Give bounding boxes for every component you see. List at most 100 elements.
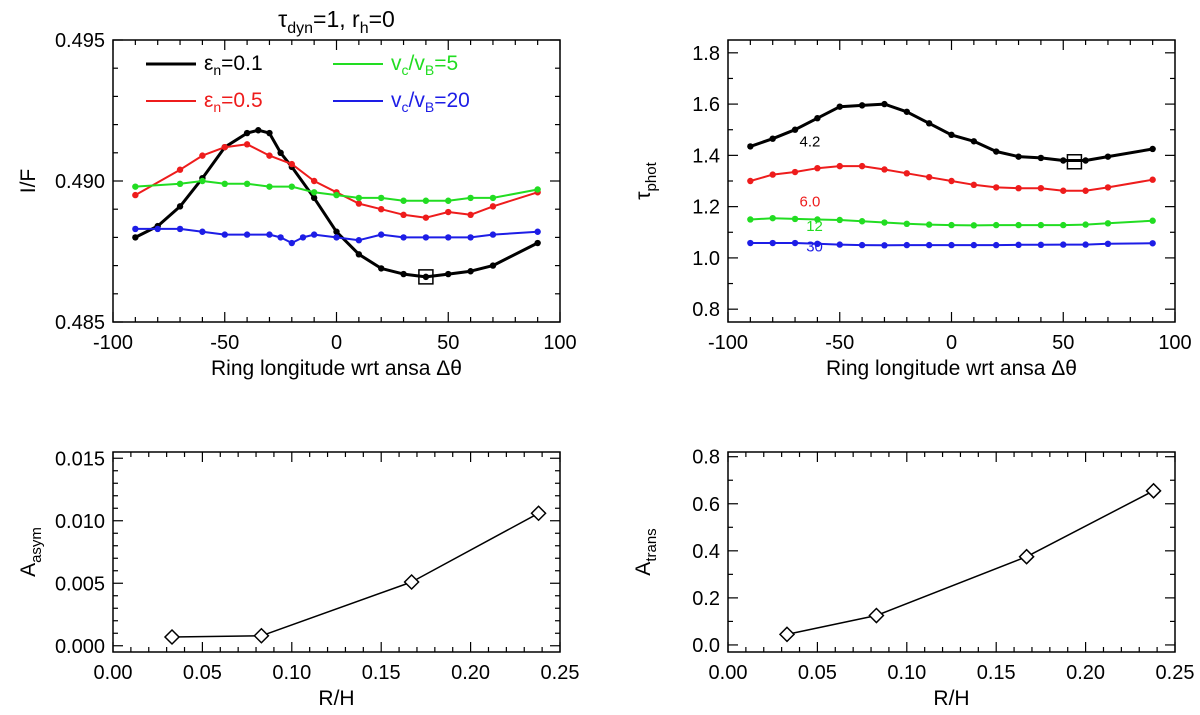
data-point	[489, 194, 497, 202]
data-point	[333, 228, 340, 235]
data-point	[400, 234, 407, 241]
data-point	[925, 120, 933, 127]
data-point	[1082, 187, 1089, 194]
legend-label: vc/vB=20	[391, 89, 470, 115]
x-tick-label: 0.10	[887, 662, 926, 684]
y-tick-label: 1.4	[692, 145, 720, 167]
y-tick-label: 0.2	[692, 588, 720, 610]
y-axis-label-main: A	[17, 563, 40, 577]
data-point	[445, 234, 452, 241]
data-point	[814, 114, 821, 122]
data-point	[1060, 157, 1067, 164]
x-tick-label: 0.20	[1066, 662, 1105, 684]
series-line	[171, 512, 539, 638]
data-point	[132, 191, 139, 199]
y-axis-label-sub: asym	[28, 527, 45, 563]
legend-label-part: B	[425, 99, 434, 115]
x-tick-label: 0.10	[272, 662, 311, 684]
data-point-diamond	[253, 627, 270, 644]
data-point	[333, 191, 340, 199]
data-point	[881, 166, 888, 173]
x-tick-label: 0.15	[362, 662, 401, 684]
series-annotation: 6.0	[800, 194, 821, 211]
x-tick-label: 50	[1052, 332, 1074, 354]
data-point	[970, 241, 978, 249]
data-point	[333, 234, 340, 241]
data-point	[489, 262, 497, 269]
data-point	[243, 231, 251, 238]
data-point	[422, 234, 430, 241]
data-point-diamond	[530, 505, 547, 522]
data-point	[288, 183, 295, 190]
data-point	[836, 241, 843, 248]
data-point	[1082, 241, 1089, 248]
x-tick-label: -100	[708, 332, 748, 354]
data-point	[993, 241, 1000, 249]
y-axis-label-main: A	[632, 562, 655, 576]
data-point	[791, 215, 799, 223]
y-tick-label: 0.4	[692, 541, 720, 563]
series-annotation: 4.2	[800, 133, 821, 150]
data-point-diamond	[778, 626, 796, 643]
data-point	[1104, 220, 1112, 227]
y-tick-label: 0.015	[55, 448, 105, 470]
x-axis-label: R/H	[318, 687, 354, 710]
data-point	[266, 183, 273, 190]
chart-title-part: dyn	[287, 20, 313, 37]
data-point	[1149, 240, 1156, 247]
data-point	[881, 100, 888, 108]
y-tick-label: 0.010	[55, 511, 105, 533]
x-axis-label: Ring longitude wrt ansa Δθ	[826, 357, 1077, 380]
x-tick-label: 0.05	[183, 662, 222, 684]
legend-label-part: c	[402, 99, 409, 115]
chart-title: τdyn=1, rh=0	[278, 6, 395, 37]
x-tick-label: -50	[210, 332, 239, 354]
data-point	[814, 240, 821, 248]
y-axis-label-main: τ	[632, 191, 655, 200]
data-point	[277, 234, 284, 241]
data-point	[355, 194, 363, 202]
x-tick-label: 0.20	[451, 662, 490, 684]
data-point	[400, 270, 407, 278]
y-tick-label: 1.2	[692, 197, 720, 219]
legend-label-part: c	[402, 62, 409, 78]
legend-label-part: B	[425, 62, 434, 78]
data-point	[288, 160, 295, 168]
data-point-diamond	[868, 607, 885, 624]
data-point	[791, 239, 799, 247]
data-point	[378, 194, 385, 202]
data-point	[310, 177, 318, 185]
x-tick-label: 0.15	[977, 662, 1016, 684]
data-point	[747, 216, 754, 223]
x-tick-label: 0.25	[1156, 662, 1195, 684]
chart-title-part: =1, r	[313, 6, 360, 32]
data-point	[858, 241, 866, 249]
data-point	[881, 242, 888, 249]
data-point	[858, 162, 866, 170]
data-point	[467, 268, 474, 275]
data-point	[176, 225, 184, 233]
data-point	[176, 166, 184, 173]
y-axis-label: τphot	[632, 161, 660, 199]
data-point	[814, 164, 821, 172]
data-point	[1015, 241, 1022, 249]
y-axis-label-sub: trans	[643, 528, 660, 561]
data-point	[154, 225, 161, 233]
data-point	[1104, 153, 1112, 160]
data-point	[132, 225, 139, 233]
data-point	[355, 200, 363, 207]
legend-label-part: v	[391, 52, 402, 75]
legend-label: εn=0.5	[204, 89, 263, 115]
data-point	[288, 239, 295, 247]
y-tick-label: 0.0	[692, 635, 720, 657]
data-point	[769, 214, 776, 222]
y-tick-label: 0.000	[55, 636, 105, 658]
data-point	[948, 177, 955, 185]
data-point	[903, 170, 910, 177]
y-tick-label: 0.495	[55, 30, 105, 52]
x-tick-label: 0.05	[798, 662, 837, 684]
data-point	[199, 228, 206, 235]
data-point	[769, 171, 776, 178]
x-tick-label: 100	[543, 332, 576, 354]
data-point	[266, 152, 273, 159]
